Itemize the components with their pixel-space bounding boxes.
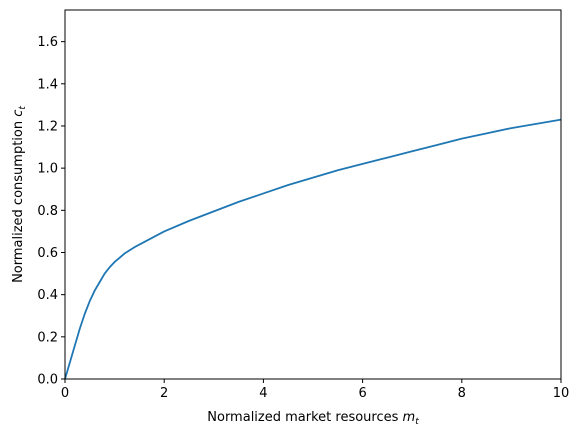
x-axis-label: Normalized market resources mt (207, 410, 419, 427)
y-tick-label: 1.4 (37, 77, 58, 92)
series-line-0 (64, 118, 562, 380)
y-tick-label: 1.6 (37, 35, 58, 50)
y-tick-label: 0.2 (37, 330, 58, 345)
y-axis-label-text: Normalized consumption (11, 121, 26, 283)
x-axis-label-sub: t (415, 417, 419, 427)
x-tick-label: 0 (61, 386, 69, 401)
y-tick-label: 0.8 (37, 204, 58, 219)
x-tick-label: 2 (160, 386, 168, 401)
plot-layer (64, 118, 562, 380)
y-axis-label: Normalized consumption ct (11, 106, 28, 283)
y-tick-label: 0.6 (37, 246, 58, 261)
y-axis-label-sub: t (18, 106, 28, 110)
y-tick-label: 1.0 (37, 162, 58, 177)
ticks-layer: 0 2 4 6 8 10 0.0 0.2 0.4 0.6 0.8 1.0 1.2 1.4 1.6 (37, 35, 569, 401)
x-axis-label-text: Normalized market resources (207, 410, 398, 425)
x-tick-label: 8 (458, 386, 466, 401)
y-tick-label: 0.0 (37, 373, 58, 388)
y-tick-label: 0.4 (37, 288, 58, 303)
y-tick-label: 1.2 (37, 119, 58, 134)
x-tick-label: 10 (553, 386, 570, 401)
plot-frame (64, 9, 562, 380)
y-axis-label-var: c (11, 110, 26, 117)
x-tick-label: 4 (259, 386, 267, 401)
x-tick-label: 6 (358, 386, 366, 401)
x-axis-label-var: m (403, 410, 416, 425)
